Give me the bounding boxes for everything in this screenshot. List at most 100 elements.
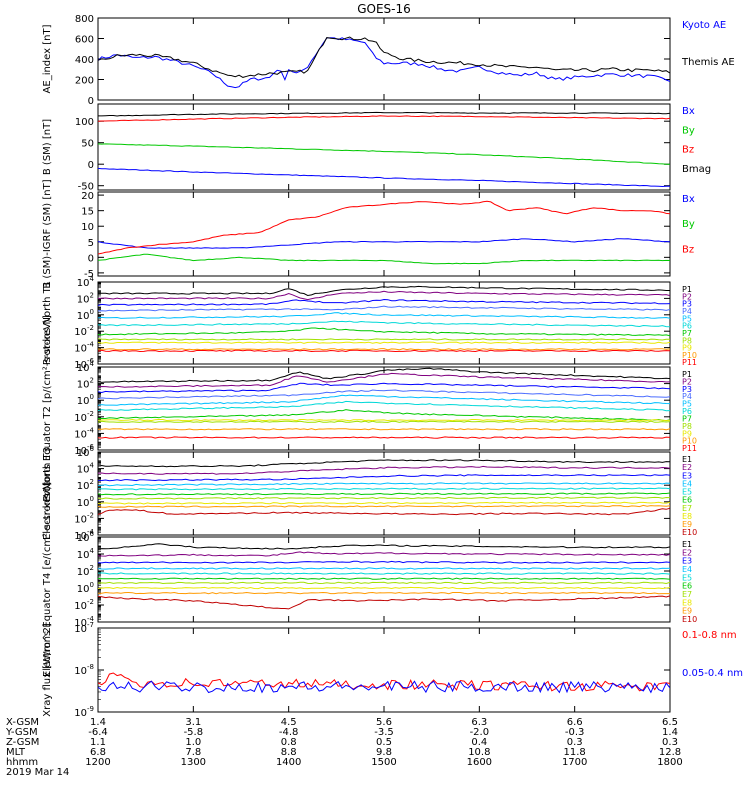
footer-row-label: Z-GSM	[6, 737, 39, 748]
series-line-bz	[98, 200, 670, 255]
legend-e6: E6	[682, 582, 692, 591]
y-tick-label: 106	[77, 445, 95, 459]
legend-e10: E10	[682, 615, 697, 624]
series-line-themis-ae	[98, 36, 670, 78]
footer-table: X-GSMY-GSMZ-GSMMLThhmm1.4-6.41.16.812003…	[5, 717, 683, 778]
footer-value: -4.8	[279, 727, 299, 738]
y-tick-label: 102	[77, 564, 94, 578]
series-line-p7	[98, 409, 670, 422]
legend-p4: P4	[682, 307, 692, 316]
series-line-p1	[98, 367, 670, 383]
series-line-e1	[98, 543, 670, 550]
footer-value: -6.4	[88, 727, 108, 738]
footer-value: 4.5	[281, 717, 297, 728]
series-line-p4	[98, 305, 670, 312]
footer-value: 1600	[467, 757, 492, 768]
series-line-p7	[98, 327, 670, 337]
footer-row-label: MLT	[6, 747, 26, 758]
footer-value: 1.4	[90, 717, 106, 728]
series-line-p3	[98, 382, 670, 394]
y-tick-label: 104	[77, 360, 95, 374]
legend-e1: E1	[682, 455, 692, 464]
series-line-kyoto-ae	[98, 37, 670, 89]
footer-value: 8.8	[281, 747, 297, 758]
legend-by: By	[682, 125, 695, 136]
series-line-p8	[98, 420, 670, 423]
footer-value: 6.3	[471, 717, 487, 728]
y-axis-label: Xray flux [W/m^2]	[42, 623, 53, 717]
legend-0-1-0-8-nm: 0.1-0.8 nm	[682, 630, 737, 641]
series-line-bz	[98, 115, 670, 122]
footer-value: 1.4	[662, 727, 678, 738]
footer-row-label: X-GSM	[6, 717, 39, 728]
legend-themis-ae: Themis AE	[681, 57, 735, 68]
footer-value: 7.8	[185, 747, 201, 758]
footer-value: 9.8	[376, 747, 392, 758]
series-line-e4	[98, 567, 670, 570]
legend-e9: E9	[682, 520, 692, 529]
series-line-p4	[98, 389, 670, 400]
footer-value: 1700	[562, 757, 587, 768]
series-line-p2	[98, 290, 670, 301]
legend-p11: P11	[682, 358, 697, 367]
footer-value: 3.1	[185, 717, 201, 728]
series-line-bx	[98, 238, 670, 249]
series-line-e1	[98, 459, 670, 468]
footer-value: -2.0	[470, 727, 490, 738]
series-line-p10	[98, 348, 670, 351]
footer-value: -0.3	[565, 727, 585, 738]
footer-value: 1300	[181, 757, 206, 768]
series-line-p5	[98, 394, 670, 406]
legend-bx: Bx	[682, 194, 695, 205]
footer-value: 0.3	[567, 737, 583, 748]
y-tick-label: 104	[77, 547, 95, 561]
legend-bx: Bx	[682, 106, 695, 117]
series-line-e5	[98, 572, 670, 575]
legend-p9: P9	[682, 429, 692, 438]
y-tick-label: 600	[75, 35, 94, 46]
series-line-p3	[98, 298, 670, 306]
legend-p4: P4	[682, 392, 692, 401]
legend-e2: E2	[682, 548, 692, 557]
series-line-e10	[98, 507, 670, 516]
series-line-e6	[98, 492, 670, 496]
y-axis-label: B (SM)-IGRF (SM) [nT]	[42, 179, 53, 288]
legend-p7: P7	[682, 414, 692, 423]
y-tick-label: 100	[77, 308, 94, 322]
footer-value: 12.8	[659, 747, 681, 758]
legend-p1: P1	[682, 285, 692, 294]
legend-e9: E9	[682, 607, 692, 616]
footer-value: -5.8	[184, 727, 204, 738]
y-tick-label: 102	[77, 478, 94, 492]
legend-p8: P8	[682, 336, 692, 345]
y-tick-label: 0	[88, 253, 94, 264]
series-line-p1	[98, 285, 670, 297]
series-line-e9	[98, 504, 670, 508]
legend-p7: P7	[682, 329, 692, 338]
y-tick-label: 10-2	[74, 598, 94, 612]
y-tick-label: 102	[77, 377, 94, 391]
legend-p6: P6	[682, 322, 692, 331]
footer-value: 11.8	[564, 747, 586, 758]
series-line-p2	[98, 372, 670, 388]
legend-p9: P9	[682, 344, 692, 353]
y-tick-label: 100	[75, 117, 94, 128]
footer-value: 0.8	[281, 737, 297, 748]
y-tick-label: 10-2	[74, 511, 94, 525]
legend-e5: E5	[682, 488, 692, 497]
y-tick-label: 10-4	[74, 426, 94, 440]
legend-p6: P6	[682, 407, 692, 416]
y-tick-label: 106	[77, 530, 95, 544]
series-line-p8	[98, 338, 670, 341]
series-line-e5	[98, 487, 670, 491]
y-axis-label: B (SM) [nT]	[42, 119, 53, 175]
series-line-e10	[98, 595, 670, 610]
y-tick-label: 100	[77, 581, 94, 595]
series-line-e2	[98, 465, 670, 475]
y-tick-label: 10-2	[74, 410, 94, 424]
y-tick-label: 5	[88, 238, 94, 249]
legend-bmag: Bmag	[682, 164, 711, 175]
legend-p10: P10	[682, 351, 697, 360]
